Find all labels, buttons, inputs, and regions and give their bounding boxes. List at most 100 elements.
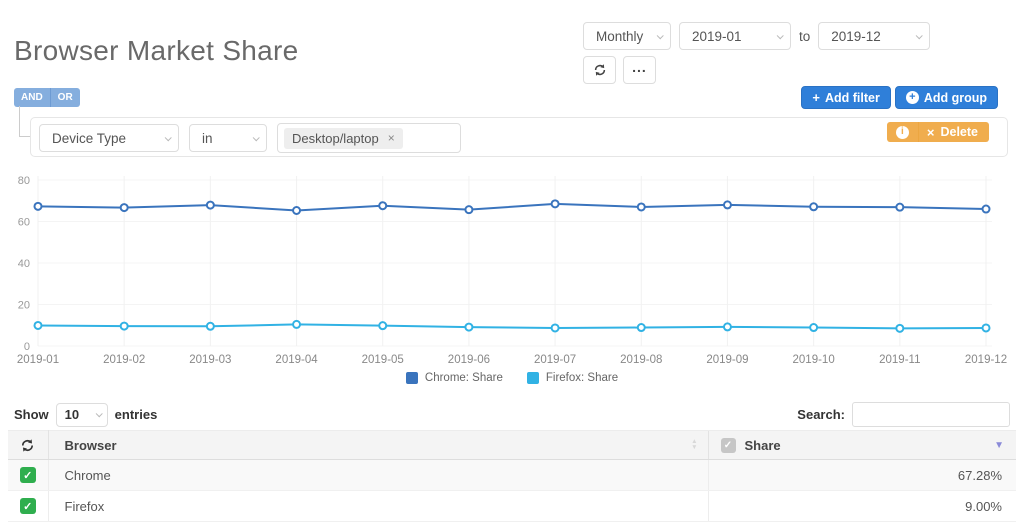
legend-label: Firefox: Share: [545, 372, 619, 384]
svg-text:2019-09: 2019-09: [706, 354, 748, 366]
share-cell: 9.00%: [707, 490, 1016, 522]
data-point[interactable]: [981, 323, 991, 333]
or-button[interactable]: OR: [50, 88, 80, 107]
data-point[interactable]: [119, 321, 129, 331]
svg-text:2019-11: 2019-11: [879, 354, 920, 366]
data-point[interactable]: [809, 202, 819, 212]
data-point[interactable]: [550, 323, 560, 333]
row-checkbox[interactable]: ✓: [19, 467, 36, 484]
legend-item[interactable]: Chrome: Share: [405, 372, 503, 384]
page-title: Browser Market Share: [14, 34, 299, 66]
data-point[interactable]: [895, 323, 905, 333]
date-to-select[interactable]: 2019-12: [818, 22, 931, 50]
data-point[interactable]: [895, 202, 905, 212]
data-point[interactable]: [636, 323, 646, 333]
svg-text:40: 40: [18, 258, 30, 270]
column-checkbox[interactable]: ✓: [720, 437, 736, 453]
data-point[interactable]: [292, 319, 302, 329]
and-button[interactable]: AND: [14, 88, 51, 107]
chevron-down-icon: [252, 133, 260, 141]
data-point[interactable]: [464, 205, 474, 215]
date-range-row: Monthly 2019-01 to 2019-12: [583, 22, 931, 50]
page-size-value: 10: [64, 407, 80, 422]
rule-field-value: Device Type: [52, 130, 127, 146]
svg-text:2019-03: 2019-03: [189, 354, 231, 366]
more-options-button[interactable]: ...: [623, 56, 656, 84]
page-length-control: Show 10 entries: [14, 402, 157, 427]
series-chrome: [33, 199, 991, 216]
share-column-header[interactable]: ✓ Share ▼: [707, 430, 1016, 460]
data-point[interactable]: [378, 321, 388, 331]
sort-down-icon: ▼: [691, 444, 698, 451]
chevron-down-icon: [776, 31, 784, 39]
data-point[interactable]: [378, 201, 388, 211]
sort-icon[interactable]: ▲ ▼: [691, 438, 698, 451]
data-point[interactable]: [981, 204, 991, 214]
row-checkbox[interactable]: ✓: [19, 498, 36, 515]
browser-column-label: Browser: [64, 437, 117, 453]
add-filter-button[interactable]: + Add filter: [801, 86, 891, 109]
table-row-firefox: ✓ Firefox 9.00%: [8, 490, 1016, 522]
data-point[interactable]: [722, 200, 732, 210]
browser-column-header[interactable]: Browser ▲ ▼: [48, 430, 708, 460]
data-point[interactable]: [464, 322, 474, 332]
chart-legend: Chrome: Share Firefox: Share: [0, 372, 1024, 384]
data-point[interactable]: [550, 199, 560, 209]
check-icon: ✓: [23, 469, 33, 482]
share-column-label: Share: [744, 437, 781, 453]
add-filter-label: Add filter: [824, 90, 880, 105]
svg-text:20: 20: [18, 300, 30, 312]
legend-item[interactable]: Firefox: Share: [526, 372, 619, 384]
rule-value-input[interactable]: Desktop/laptop ×: [277, 123, 461, 153]
rule-operator-value: in: [202, 130, 213, 146]
svg-text:60: 60: [18, 217, 30, 229]
data-point[interactable]: [205, 321, 215, 331]
data-point[interactable]: [722, 322, 732, 332]
delete-rule-button[interactable]: × Delete: [918, 122, 989, 142]
data-point[interactable]: [292, 206, 302, 216]
data-point[interactable]: [119, 203, 129, 213]
chevron-down-icon: [95, 410, 103, 418]
rule-connector-line: [19, 106, 30, 137]
data-point[interactable]: [809, 323, 819, 333]
market-share-chart: 0 20 40 60 80 2019-01 2019-02 2019-03 2019-04 201…: [8, 170, 1016, 370]
page-size-select[interactable]: 10: [55, 402, 108, 427]
x-axis-labels: 2019-01 2019-02 2019-03 2019-04 2019-05 2019-…: [17, 354, 1007, 366]
search-input[interactable]: [852, 402, 1010, 427]
table-controls: Show 10 entries Search:: [14, 402, 1010, 427]
add-group-button[interactable]: + Add group: [894, 86, 998, 109]
date-controls: Monthly 2019-01 to 2019-12: [583, 22, 931, 84]
add-group-label: Add group: [923, 90, 987, 105]
data-point[interactable]: [636, 202, 646, 212]
to-label: to: [799, 28, 811, 44]
legend-swatch: [405, 372, 418, 384]
date-from-select[interactable]: 2019-01: [679, 22, 791, 50]
refresh-button[interactable]: [583, 56, 616, 84]
check-icon: ✓: [23, 500, 33, 513]
ellipsis-icon: ...: [632, 59, 647, 75]
data-point[interactable]: [33, 201, 43, 211]
interval-select[interactable]: Monthly: [583, 22, 671, 50]
rule-operator-select[interactable]: in: [189, 124, 267, 152]
querybuilder-actions: + Add filter + Add group: [801, 86, 998, 109]
rule-field-select[interactable]: Device Type: [39, 124, 179, 152]
close-icon[interactable]: ×: [387, 131, 395, 145]
sort-descending-icon[interactable]: ▼: [994, 440, 1004, 451]
table-row-chrome: ✓ Chrome 67.28%: [8, 459, 1016, 491]
refresh-icon: [22, 438, 34, 452]
chevron-down-icon: [656, 31, 664, 39]
browser-cell: Chrome: [48, 459, 708, 491]
search-label: Search:: [797, 407, 845, 422]
info-icon: i: [895, 125, 909, 139]
svg-text:2019-12: 2019-12: [965, 354, 1007, 366]
rule-info-button[interactable]: i: [886, 122, 919, 142]
row-checkbox-cell: ✓: [8, 459, 49, 491]
date-from-value: 2019-01: [692, 28, 742, 44]
svg-text:0: 0: [24, 341, 30, 353]
refresh-column-header[interactable]: [8, 430, 49, 460]
data-point[interactable]: [33, 320, 43, 330]
data-point[interactable]: [205, 200, 215, 210]
delete-label: Delete: [940, 125, 978, 139]
